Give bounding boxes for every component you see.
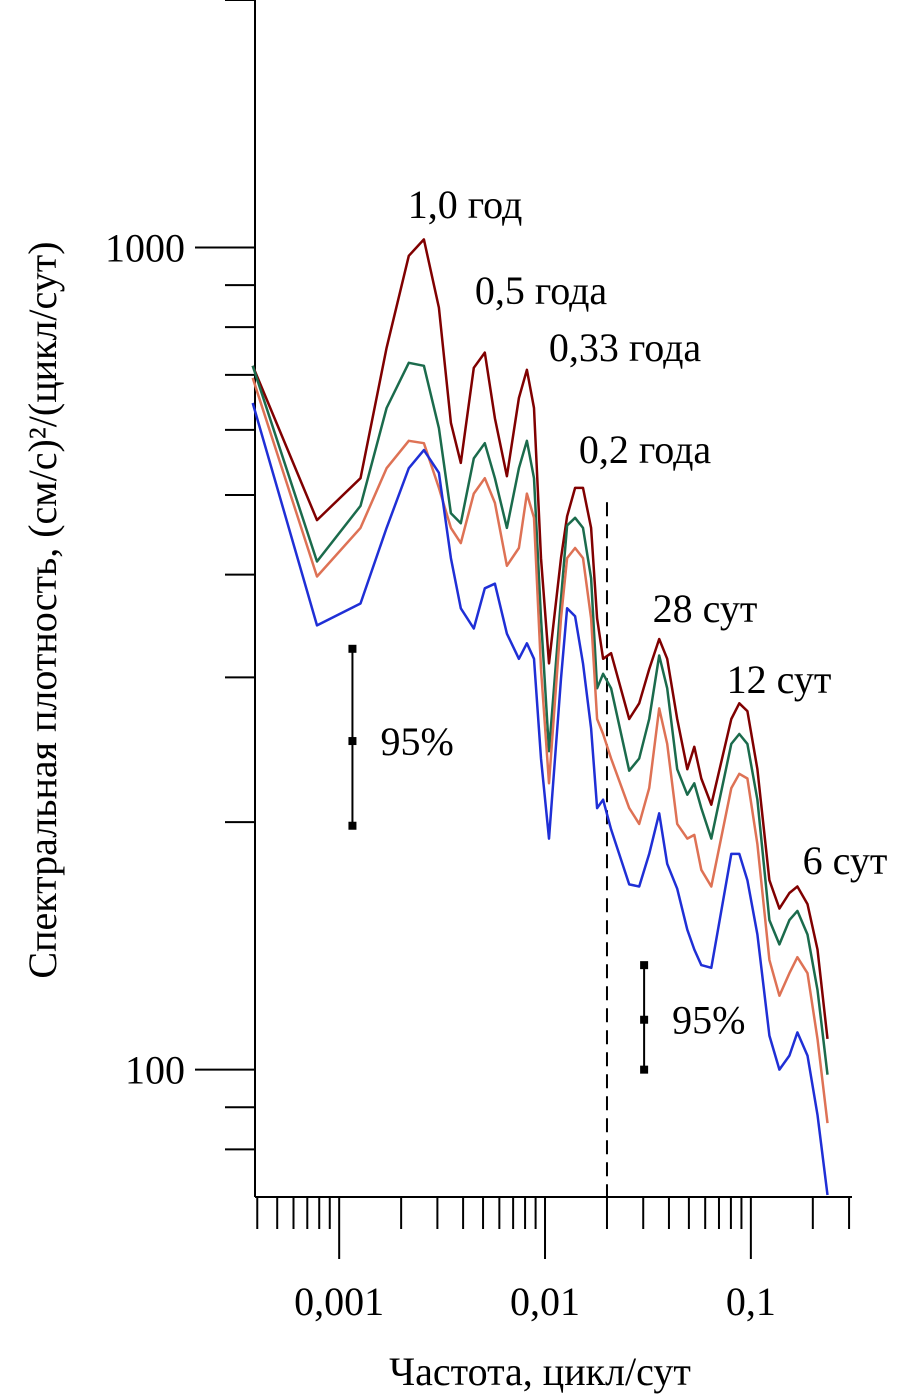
x-axis-title: Частота, цикл/сут bbox=[389, 1349, 691, 1394]
annotation: 0,5 года bbox=[475, 268, 608, 313]
y-tick-label: 1000 bbox=[105, 225, 185, 270]
error-bar-point bbox=[348, 737, 357, 746]
annotation: 0,33 года bbox=[549, 325, 702, 370]
x-tick-label: 0,01 bbox=[510, 1279, 580, 1324]
error-bar-point bbox=[640, 961, 649, 970]
series-line bbox=[251, 361, 829, 1075]
y-tick-label: 100 bbox=[125, 1048, 185, 1093]
error-bar-label: 95% bbox=[672, 998, 745, 1043]
series-line bbox=[251, 377, 829, 1124]
error-bar-point bbox=[348, 821, 357, 830]
annotation: 1,0 год bbox=[408, 182, 523, 227]
y-axis-title: Спектральная плотность, (см/с)²/(цикл/су… bbox=[20, 241, 65, 978]
error-bar-point bbox=[640, 1065, 649, 1074]
error-bar-label: 95% bbox=[380, 719, 453, 764]
series-line bbox=[251, 402, 829, 1196]
x-tick-label: 0,1 bbox=[726, 1279, 776, 1324]
annotation: 28 сут bbox=[653, 586, 758, 631]
annotation: 6 сут bbox=[803, 838, 888, 883]
error-bar-point bbox=[640, 1015, 649, 1024]
x-tick-label: 0,001 bbox=[294, 1279, 384, 1324]
annotation: 12 сут bbox=[727, 657, 832, 702]
series-line bbox=[251, 238, 829, 1040]
annotation: 0,2 года bbox=[579, 427, 712, 472]
error-bar-point bbox=[348, 644, 357, 653]
